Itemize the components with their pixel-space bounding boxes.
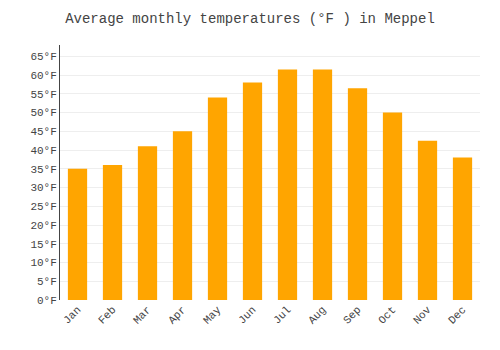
svg-text:20°F: 20°F (30, 220, 56, 232)
svg-text:Nov: Nov (411, 304, 434, 327)
svg-text:Jan: Jan (61, 304, 83, 326)
svg-text:60°F: 60°F (30, 70, 56, 82)
svg-text:40°F: 40°F (30, 145, 56, 157)
svg-text:35°F: 35°F (30, 164, 56, 176)
svg-text:15°F: 15°F (30, 239, 56, 251)
svg-text:55°F: 55°F (30, 89, 56, 101)
svg-text:Feb: Feb (96, 304, 118, 326)
svg-text:Aug: Aug (306, 304, 328, 326)
svg-text:Average monthly temperatures (: Average monthly temperatures (°F ) in Me… (65, 11, 435, 27)
svg-text:30°F: 30°F (30, 182, 56, 194)
svg-text:5°F: 5°F (37, 276, 57, 288)
svg-text:Oct: Oct (376, 304, 398, 326)
svg-text:Sep: Sep (341, 304, 363, 326)
svg-text:Apr: Apr (166, 304, 188, 326)
svg-text:10°F: 10°F (30, 257, 56, 269)
svg-text:50°F: 50°F (30, 107, 56, 119)
svg-text:0°F: 0°F (37, 295, 57, 307)
svg-text:Dec: Dec (446, 304, 468, 326)
svg-text:Jun: Jun (236, 304, 258, 326)
svg-text:25°F: 25°F (30, 201, 56, 213)
svg-text:Jul: Jul (271, 304, 293, 326)
svg-text:May: May (201, 304, 224, 327)
svg-text:65°F: 65°F (30, 51, 56, 63)
svg-text:45°F: 45°F (30, 126, 56, 138)
svg-text:Mar: Mar (131, 304, 153, 326)
